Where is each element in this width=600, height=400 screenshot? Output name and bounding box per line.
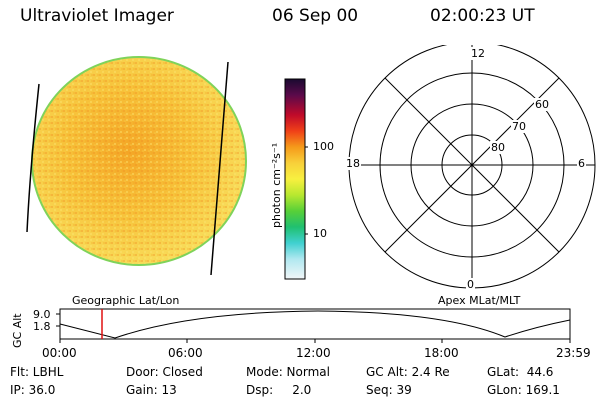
alt-axis-label: GC Alt xyxy=(11,313,24,348)
header-date: 06 Sep 00 xyxy=(272,6,359,26)
colorbar-unit-label: photon cm⁻²s⁻¹ xyxy=(270,142,283,228)
uv-earth-image xyxy=(26,56,247,276)
altitude-curve xyxy=(59,310,571,339)
colorbar-tick-100: 100 xyxy=(313,140,334,153)
polar-label-0: 0 xyxy=(466,278,475,291)
geographic-label: Geographic Lat/Lon xyxy=(72,294,180,307)
polar-label-12: 12 xyxy=(470,47,486,60)
terminator-line-left xyxy=(26,83,40,233)
x-tick-0600: 06:00 xyxy=(168,346,203,360)
header-time: 02:00:23 UT xyxy=(430,6,535,26)
polar-grid-plot xyxy=(348,45,596,289)
polar-ring-label-80: 80 xyxy=(490,141,506,154)
color-scale-bar xyxy=(284,78,308,280)
altitude-plot-frame xyxy=(59,308,571,340)
polar-label-18: 18 xyxy=(345,157,361,170)
x-tick-1200: 12:00 xyxy=(296,346,331,360)
colorbar-tick-10: 10 xyxy=(313,227,327,240)
gc-alt-info: GC Alt: 2.4 Re xyxy=(366,365,450,379)
ip-info: IP: 36.0 xyxy=(10,383,56,397)
app-title: Ultraviolet Imager xyxy=(20,6,174,26)
dsp-info: Dsp: 2.0 xyxy=(246,383,312,397)
polar-label-6: 6 xyxy=(577,157,586,170)
gain-info: Gain: 13 xyxy=(126,383,177,397)
x-tick-2359: 23:59 xyxy=(556,346,591,360)
altitude-strip-chart xyxy=(56,308,571,343)
terminator-line-right xyxy=(210,61,229,276)
polar-ring-label-60: 60 xyxy=(534,98,550,111)
polar-ring-label-70: 70 xyxy=(511,120,527,133)
filter-info: Flt: LBHL xyxy=(10,365,64,379)
alt-tick-9: 9.0 xyxy=(33,308,51,321)
door-info: Door: Closed xyxy=(126,365,203,379)
x-tick-0000: 00:00 xyxy=(42,346,77,360)
x-tick-1800: 18:00 xyxy=(424,346,459,360)
glat-info: GLat: 44.6 xyxy=(487,365,554,379)
apex-label: Apex MLat/MLT xyxy=(438,294,521,307)
mode-info: Mode: Normal xyxy=(246,365,330,379)
seq-info: Seq: 39 xyxy=(366,383,412,397)
glon-info: GLon: 169.1 xyxy=(487,383,560,397)
alt-tick-1.8: 1.8 xyxy=(33,320,51,333)
